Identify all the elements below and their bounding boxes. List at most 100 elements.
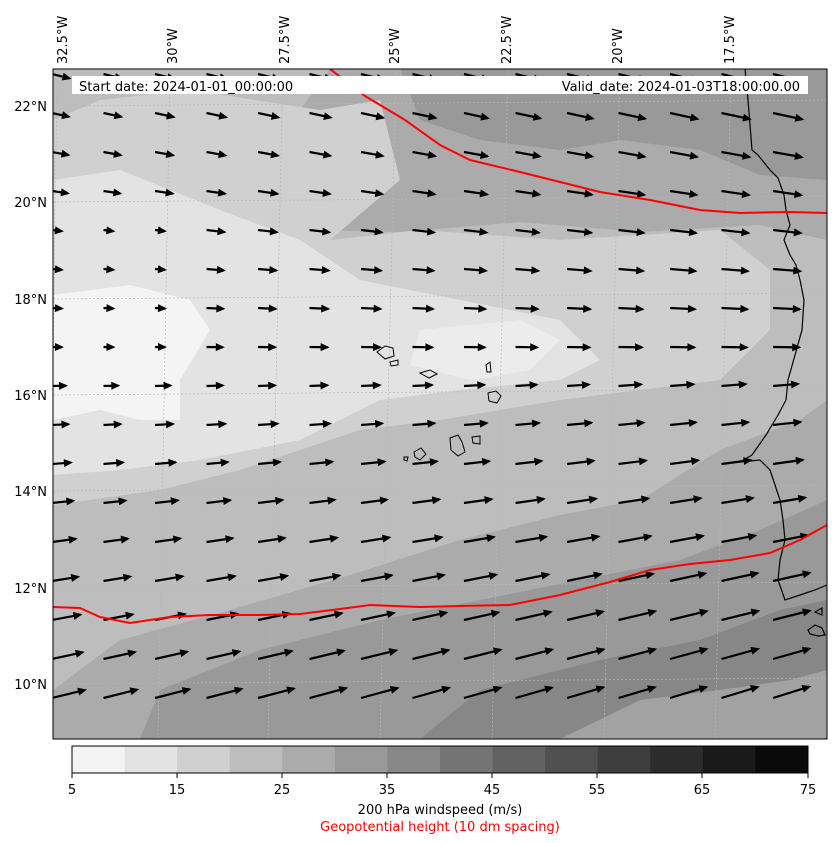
colorbar-swatch <box>177 746 231 773</box>
wind-arrow <box>154 687 192 700</box>
wind-arrow <box>566 150 595 160</box>
wind-arrow <box>772 418 803 427</box>
wind-arrow <box>618 266 646 275</box>
wind-arrow <box>669 228 699 237</box>
wind-arrow <box>309 266 331 274</box>
wind-arrow <box>53 420 71 429</box>
wind-arrow <box>721 532 758 544</box>
wind-arrow <box>206 227 227 236</box>
wind-arrow <box>309 496 337 505</box>
wind-arrow <box>772 494 808 505</box>
wind-arrow <box>309 304 331 313</box>
wind-arrow <box>412 189 437 198</box>
wind-arrow <box>772 111 805 122</box>
wind-arrow <box>721 646 761 661</box>
wind-arrow <box>103 573 133 583</box>
wind-arrow <box>721 228 751 237</box>
wind-arrow <box>360 419 385 428</box>
wind-arrow <box>360 227 384 236</box>
wind-arrow <box>566 228 594 236</box>
colorbar-frame <box>71 745 809 774</box>
wind-arrow <box>515 266 541 275</box>
wind-arrow <box>206 535 235 544</box>
wind-arrow <box>566 457 596 466</box>
wind-arrow <box>53 226 64 235</box>
wind-arrow <box>206 343 225 352</box>
wind-arrow <box>463 457 492 466</box>
wind-arrow <box>566 419 594 428</box>
coastline <box>739 69 827 637</box>
wind-arrow <box>309 648 346 661</box>
wind-arrow <box>515 150 542 160</box>
wind-arrow <box>772 304 802 313</box>
wind-arrow <box>463 647 503 661</box>
geopotential-contours <box>53 69 827 625</box>
wind-arrow <box>360 381 382 390</box>
wind-arrow <box>721 343 749 352</box>
wind-arrow <box>618 457 649 466</box>
wind-arrow <box>154 265 167 274</box>
wind-arrow <box>515 111 543 121</box>
wind-arrow <box>721 266 750 275</box>
wind-arrow <box>154 150 176 158</box>
wind-arrow <box>360 304 383 313</box>
wind-arrow <box>618 150 647 160</box>
wind-arrow <box>206 420 228 429</box>
wind-arrow <box>257 343 278 352</box>
wind-arrow <box>566 571 603 583</box>
wind-arrow <box>566 533 601 544</box>
lat-tick-label: 22°N <box>14 100 47 115</box>
wind-arrow <box>669 608 709 622</box>
wind-arrow <box>669 266 698 275</box>
valid-date-label: Valid_date: 2024-01-03T18:00:00.00 <box>562 80 800 95</box>
wind-arrow <box>669 457 701 466</box>
wind-arrow <box>154 111 176 120</box>
wind-arrow <box>206 111 229 120</box>
wind-arrow <box>772 456 805 466</box>
wind-arrow <box>257 150 280 159</box>
wind-arrow <box>53 188 70 197</box>
longitude-labels: 32.5°W 30°W 27.5°W 25°W 22.5°W 20°W 17.5… <box>56 16 738 64</box>
wind-arrow <box>463 304 488 313</box>
wind-arrow <box>412 111 438 121</box>
wind-arrow <box>463 609 501 622</box>
wind-arrow <box>154 304 167 313</box>
wind-arrow <box>206 304 226 313</box>
lat-tick-label: 12°N <box>14 582 47 597</box>
wind-arrow <box>566 381 591 390</box>
colorbar-swatch <box>229 746 283 773</box>
colorbar-swatch <box>282 746 336 773</box>
colorbar-tick-label: 15 <box>169 783 186 798</box>
wind-arrow <box>360 266 384 275</box>
wind-arrow <box>772 189 804 199</box>
wind-arrow <box>669 533 706 544</box>
wind-arrow <box>515 495 546 505</box>
wind-arrow <box>721 495 755 505</box>
colorbar-swatch <box>702 746 756 773</box>
lon-tick-label: 17.5°W <box>723 16 738 64</box>
wind-arrow <box>309 534 340 544</box>
wind-arrow <box>257 420 280 429</box>
wind-arrow <box>309 610 344 622</box>
wind-arrow <box>53 497 76 506</box>
wind-arrow <box>463 534 496 544</box>
wind-arrow <box>309 458 335 467</box>
wind-arrow <box>772 570 812 583</box>
wind-arrow <box>669 571 708 583</box>
wind-arrow <box>515 609 553 622</box>
wind-arrow <box>566 647 606 661</box>
wind-arrow <box>515 304 540 313</box>
wind-arrow <box>463 496 494 505</box>
wind-arrow <box>257 188 280 197</box>
wind-arrow <box>103 188 123 197</box>
wind-arrow <box>412 496 442 505</box>
wind-arrow <box>53 381 68 390</box>
wind-arrow <box>257 496 285 505</box>
colorbar-swatch <box>387 746 441 773</box>
map-frame <box>52 68 828 740</box>
wind-arrow <box>412 304 436 313</box>
wind-arrow <box>669 189 699 198</box>
wind-arrow <box>618 533 653 544</box>
wind-arrow <box>669 419 698 428</box>
wind-arrow <box>515 227 541 236</box>
